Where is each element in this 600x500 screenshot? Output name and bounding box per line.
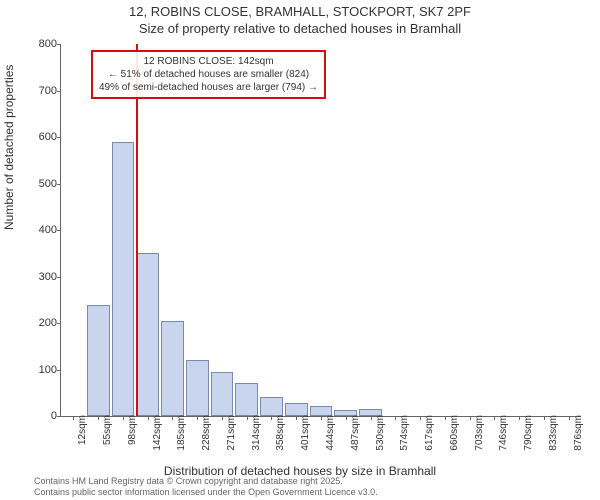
histogram-bar (211, 372, 234, 416)
reference-annotation: 12 ROBINS CLOSE: 142sqm ← 51% of detache… (91, 50, 326, 99)
x-tick-label: 142sqm (152, 415, 163, 451)
chart-container: 12, ROBINS CLOSE, BRAMHALL, STOCKPORT, S… (0, 0, 600, 500)
x-tick-mark (519, 416, 520, 420)
y-tick-mark (57, 230, 61, 231)
footer-line-2: Contains public sector information licen… (34, 487, 378, 498)
annotation-line-1: 12 ROBINS CLOSE: 142sqm (99, 55, 318, 68)
x-tick-label: 746sqm (498, 415, 509, 451)
x-tick-mark (494, 416, 495, 420)
y-tick-mark (57, 137, 61, 138)
x-tick-mark (222, 416, 223, 420)
y-tick-mark (57, 416, 61, 417)
x-tick-label: 703sqm (474, 415, 485, 451)
x-tick-mark (271, 416, 272, 420)
x-tick-label: 271sqm (226, 415, 237, 451)
chart-title: 12, ROBINS CLOSE, BRAMHALL, STOCKPORT, S… (0, 0, 600, 38)
x-tick-label: 185sqm (176, 415, 187, 451)
y-tick-label: 600 (27, 131, 57, 143)
histogram-bar (161, 321, 184, 416)
y-tick-mark (57, 44, 61, 45)
x-tick-mark (172, 416, 173, 420)
x-tick-label: 444sqm (325, 415, 336, 451)
x-tick-mark (420, 416, 421, 420)
histogram-bar (260, 397, 283, 416)
annotation-line-2: ← 51% of detached houses are smaller (82… (99, 68, 318, 81)
y-tick-label: 200 (27, 317, 57, 329)
x-tick-label: 98sqm (127, 415, 138, 445)
title-line-2: Size of property relative to detached ho… (0, 21, 600, 38)
x-tick-mark (247, 416, 248, 420)
y-tick-mark (57, 277, 61, 278)
x-tick-label: 401sqm (300, 415, 311, 451)
y-tick-mark (57, 370, 61, 371)
y-tick-mark (57, 323, 61, 324)
x-tick-label: 314sqm (251, 415, 262, 451)
y-tick-label: 700 (27, 85, 57, 97)
x-tick-label: 660sqm (449, 415, 460, 451)
x-tick-mark (321, 416, 322, 420)
footer-line-1: Contains HM Land Registry data © Crown c… (34, 476, 378, 487)
x-tick-label: 833sqm (548, 415, 559, 451)
x-tick-label: 12sqm (77, 415, 88, 445)
x-tick-label: 617sqm (424, 415, 435, 451)
x-tick-mark (197, 416, 198, 420)
x-tick-mark (296, 416, 297, 420)
annotation-line-3: 49% of semi-detached houses are larger (… (99, 81, 318, 94)
x-tick-mark (73, 416, 74, 420)
x-tick-mark (98, 416, 99, 420)
histogram-bar (136, 253, 159, 416)
y-tick-label: 500 (27, 178, 57, 190)
y-tick-mark (57, 184, 61, 185)
x-tick-mark (470, 416, 471, 420)
histogram-bar (235, 383, 258, 416)
y-tick-label: 800 (27, 38, 57, 50)
x-tick-mark (371, 416, 372, 420)
reference-line (136, 44, 138, 416)
y-tick-label: 300 (27, 271, 57, 283)
x-tick-mark (346, 416, 347, 420)
footer-attribution: Contains HM Land Registry data © Crown c… (34, 476, 378, 498)
plot-area: 010020030040050060070080012sqm55sqm98sqm… (60, 44, 581, 417)
x-tick-label: 876sqm (573, 415, 584, 451)
y-tick-mark (57, 91, 61, 92)
y-tick-label: 100 (27, 364, 57, 376)
x-tick-label: 228sqm (201, 415, 212, 451)
x-tick-mark (123, 416, 124, 420)
histogram-bar (112, 142, 135, 416)
x-tick-label: 358sqm (275, 415, 286, 451)
x-tick-label: 530sqm (375, 415, 386, 451)
x-tick-label: 487sqm (350, 415, 361, 451)
x-tick-label: 790sqm (523, 415, 534, 451)
y-tick-label: 0 (27, 410, 57, 422)
x-tick-label: 55sqm (102, 415, 113, 445)
y-tick-label: 400 (27, 224, 57, 236)
x-tick-label: 574sqm (399, 415, 410, 451)
x-tick-mark (544, 416, 545, 420)
title-line-1: 12, ROBINS CLOSE, BRAMHALL, STOCKPORT, S… (0, 4, 600, 21)
x-tick-mark (445, 416, 446, 420)
y-axis-label: Number of detached properties (2, 65, 16, 230)
x-tick-mark (148, 416, 149, 420)
histogram-bar (87, 305, 110, 416)
histogram-bar (186, 360, 209, 416)
x-tick-mark (569, 416, 570, 420)
x-tick-mark (395, 416, 396, 420)
